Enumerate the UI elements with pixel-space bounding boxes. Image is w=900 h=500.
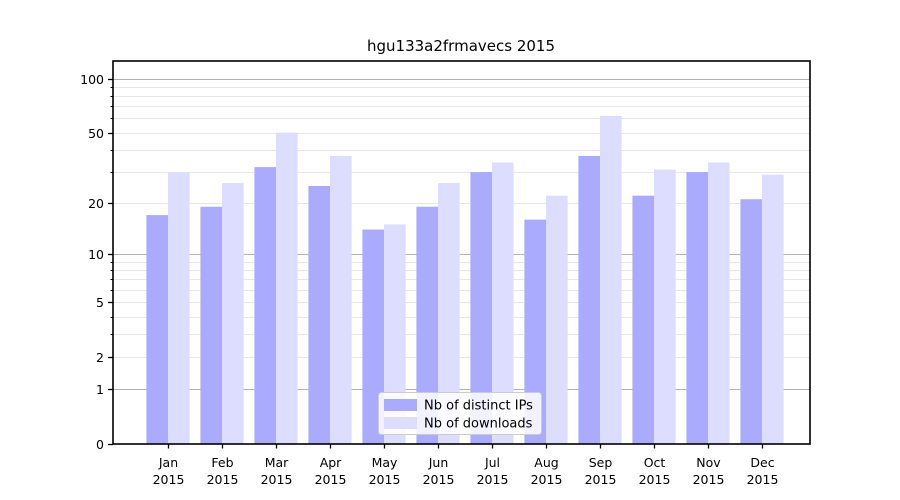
x-tick-label-month-dec: Dec [750, 455, 774, 470]
bar-downloads-jul [492, 162, 514, 444]
x-tick-label-year-feb: 2015 [207, 472, 239, 487]
y-tick-label-0: 0 [96, 437, 104, 452]
y-tick-label-2: 2 [96, 350, 104, 365]
x-tick-label-month-jun: Jun [428, 455, 449, 470]
x-tick-label-year-nov: 2015 [693, 472, 725, 487]
bar-downloads-oct [654, 169, 676, 445]
y-tick-label-10: 10 [88, 247, 104, 262]
legend-swatch-distinct-ips [384, 399, 417, 411]
legend-box [378, 392, 542, 435]
y-tick-label-50: 50 [88, 126, 104, 141]
legend-label-downloads: Nb of downloads [424, 417, 533, 432]
plot-border [112, 60, 811, 445]
bar-distinct-ips-may [362, 229, 384, 444]
bar-distinct-ips-aug [524, 219, 546, 444]
x-tick-label-year-apr: 2015 [315, 472, 347, 487]
bar-distinct-ips-jul [470, 172, 492, 445]
x-tick-label-month-feb: Feb [211, 455, 233, 470]
x-tick-label-month-nov: Nov [696, 455, 721, 470]
y-axis: 0 1 2 5 10 20 50 100 [80, 72, 113, 452]
bar-distinct-ips-apr [308, 185, 330, 445]
x-tick-label-month-may: May [372, 455, 398, 470]
bar-distinct-ips-feb [200, 206, 222, 444]
bar-downloads-apr [330, 155, 352, 444]
x-tick-label-year-dec: 2015 [747, 472, 779, 487]
x-tick-label-year-oct: 2015 [639, 472, 671, 487]
bars-group [146, 115, 784, 445]
x-tick-label-month-sep: Sep [589, 455, 613, 470]
bar-downloads-nov [708, 162, 730, 444]
bar-downloads-feb [222, 182, 244, 445]
x-tick-label-year-sep: 2015 [585, 472, 617, 487]
x-tick-label-year-jul: 2015 [477, 472, 509, 487]
legend-swatch-downloads [384, 417, 417, 429]
x-tick-label-month-apr: Apr [320, 455, 342, 470]
y-tick-label-100: 100 [80, 72, 104, 87]
x-tick-label-year-may: 2015 [369, 472, 401, 487]
bar-distinct-ips-dec [740, 199, 762, 444]
x-tick-label-month-mar: Mar [265, 455, 289, 470]
bar-distinct-ips-oct [632, 195, 654, 444]
bar-distinct-ips-jun [416, 206, 438, 444]
bar-distinct-ips-mar [254, 167, 276, 445]
x-tick-label-month-aug: Aug [534, 455, 558, 470]
y-tick-label-20: 20 [88, 196, 104, 211]
x-tick-label-year-aug: 2015 [531, 472, 563, 487]
x-tick-label-month-jan: Jan [158, 455, 178, 470]
x-axis: Jan 2015 Feb 2015 Mar 2015 Apr 2015 May 2015 Jun 20… [153, 444, 779, 487]
x-tick-label-year-jan: 2015 [153, 472, 185, 487]
y-tick-label-5: 5 [96, 295, 104, 310]
bar-downloads-dec [762, 174, 784, 444]
legend-label-distinct-ips: Nb of distinct IPs [424, 399, 533, 414]
x-tick-label-month-jul: Jul [484, 455, 500, 470]
x-tick-label-year-mar: 2015 [261, 472, 293, 487]
chart-title: hgu133a2frmavecs 2015 [367, 37, 555, 55]
x-tick-label-month-oct: Oct [644, 455, 666, 470]
bar-distinct-ips-jan [146, 215, 168, 444]
bar-downloads-jun [438, 182, 460, 445]
bar-distinct-ips-nov [686, 172, 708, 445]
legend: Nb of distinct IPs Nb of downloads [378, 392, 542, 435]
bar-downloads-mar [276, 132, 298, 445]
bar-downloads-jan [168, 172, 190, 445]
bar-downloads-aug [546, 195, 568, 444]
bar-downloads-may [384, 224, 406, 444]
x-tick-label-year-jun: 2015 [423, 472, 455, 487]
y-tick-label-1: 1 [96, 382, 104, 397]
bar-distinct-ips-sep [578, 155, 600, 444]
bar-downloads-sep [600, 115, 622, 444]
